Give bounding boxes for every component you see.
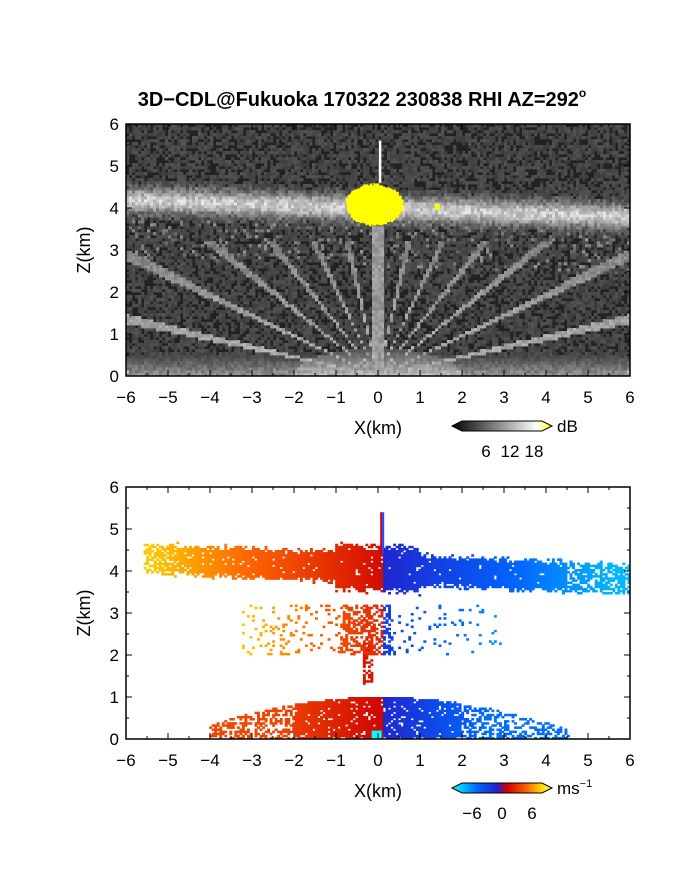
- title-degree-sup: o: [579, 86, 586, 100]
- velocity-axes: −6 −5 −4 −3 −2 −1 0 1 2 3 4 5 6 0 1 2 3 4 5 6: [110, 478, 635, 770]
- velocity-ground-patch: [371, 730, 382, 739]
- x-tick-label: −1: [326, 388, 345, 407]
- reflectivity-colorbar-ticks: 6 12 18: [481, 442, 543, 461]
- y-tick-label: 5: [110, 157, 119, 176]
- velocity-colorbar-bar: [450, 782, 554, 794]
- y-tick-label: 6: [110, 478, 119, 497]
- y-tick-label: 1: [110, 325, 119, 344]
- reflectivity-ylabel: Z(km): [74, 227, 94, 274]
- x-tick-label: −2: [284, 751, 303, 770]
- x-tick-label: −6: [116, 751, 135, 770]
- velocity-vertical-spike: [380, 512, 383, 555]
- y-tick-label: 0: [110, 730, 119, 749]
- colorbar-tick-label: 6: [527, 804, 536, 823]
- x-tick-label: 0: [373, 751, 382, 770]
- x-tick-label: 5: [583, 751, 592, 770]
- colorbar-tick-label: 18: [525, 442, 544, 461]
- y-tick-label: 6: [110, 115, 119, 134]
- x-tick-label: 2: [457, 388, 466, 407]
- colorbar-tick-label: 12: [501, 442, 520, 461]
- velocity-colorbar-ticks: −6 0 6: [462, 804, 536, 823]
- saturated-speck: [434, 203, 440, 210]
- colorbar-tick-label: −6: [462, 804, 481, 823]
- velocity-heatmap: [143, 512, 631, 740]
- velocity-xlabel: X(km): [354, 781, 402, 801]
- reflectivity-colorbar-unit: dB: [557, 417, 578, 436]
- x-tick-label: −4: [200, 751, 219, 770]
- x-tick-label: 3: [499, 751, 508, 770]
- x-tick-label: −6: [116, 388, 135, 407]
- y-tick-label: 0: [110, 367, 119, 386]
- x-tick-label: 0: [373, 388, 382, 407]
- x-tick-label: −3: [242, 388, 261, 407]
- colorbar-tick-label: 6: [481, 442, 490, 461]
- x-tick-label: 5: [583, 388, 592, 407]
- y-tick-label: 1: [110, 688, 119, 707]
- y-tick-label: 4: [110, 562, 119, 581]
- reflectivity-axes: −6 −5 −4 −3 −2 −1 0 1 2 3 4 5 6 0 1 2 3 4 5 6: [110, 115, 635, 407]
- x-tick-label: 6: [625, 751, 634, 770]
- reflectivity-colorbar: dB 6 12 18: [450, 417, 578, 461]
- y-tick-label: 3: [110, 241, 119, 260]
- x-tick-label: 4: [541, 751, 550, 770]
- colorbar-tick-label: 0: [497, 804, 506, 823]
- figure-title: 3D−CDL@Fukuoka 170322 230838 RHI AZ=292o: [138, 86, 587, 111]
- velocity-colorbar: ms−1 −6 0 6: [450, 778, 592, 823]
- velocity-panel: −6 −5 −4 −3 −2 −1 0 1 2 3 4 5 6 0 1 2 3 4 5 6 X(km) Z(km) m…: [74, 478, 635, 823]
- velocity-vertical-spike-blue: [382, 512, 385, 555]
- x-tick-label: −4: [200, 388, 219, 407]
- reflectivity-xlabel: X(km): [354, 418, 402, 438]
- y-tick-label: 5: [110, 520, 119, 539]
- x-tick-label: −3: [242, 751, 261, 770]
- velocity-ylabel: Z(km): [74, 590, 94, 637]
- reflectivity-heatmap: [126, 124, 631, 377]
- reflectivity-colorbar-bar: [450, 420, 554, 432]
- y-tick-label: 3: [110, 604, 119, 623]
- velocity-colorbar-unit-exponent: −1: [580, 778, 593, 790]
- x-tick-label: 4: [541, 388, 550, 407]
- velocity-colorbar-unit: ms−1: [557, 778, 592, 798]
- y-tick-label: 2: [110, 283, 119, 302]
- x-tick-label: 2: [457, 751, 466, 770]
- y-tick-label: 4: [110, 199, 119, 218]
- x-tick-label: −5: [158, 388, 177, 407]
- x-tick-label: 1: [415, 388, 424, 407]
- x-tick-label: 3: [499, 388, 508, 407]
- x-tick-label: 6: [625, 388, 634, 407]
- x-tick-label: 1: [415, 751, 424, 770]
- x-tick-label: −1: [326, 751, 345, 770]
- y-tick-label: 2: [110, 646, 119, 665]
- x-tick-label: −2: [284, 388, 303, 407]
- x-tick-label: −5: [158, 751, 177, 770]
